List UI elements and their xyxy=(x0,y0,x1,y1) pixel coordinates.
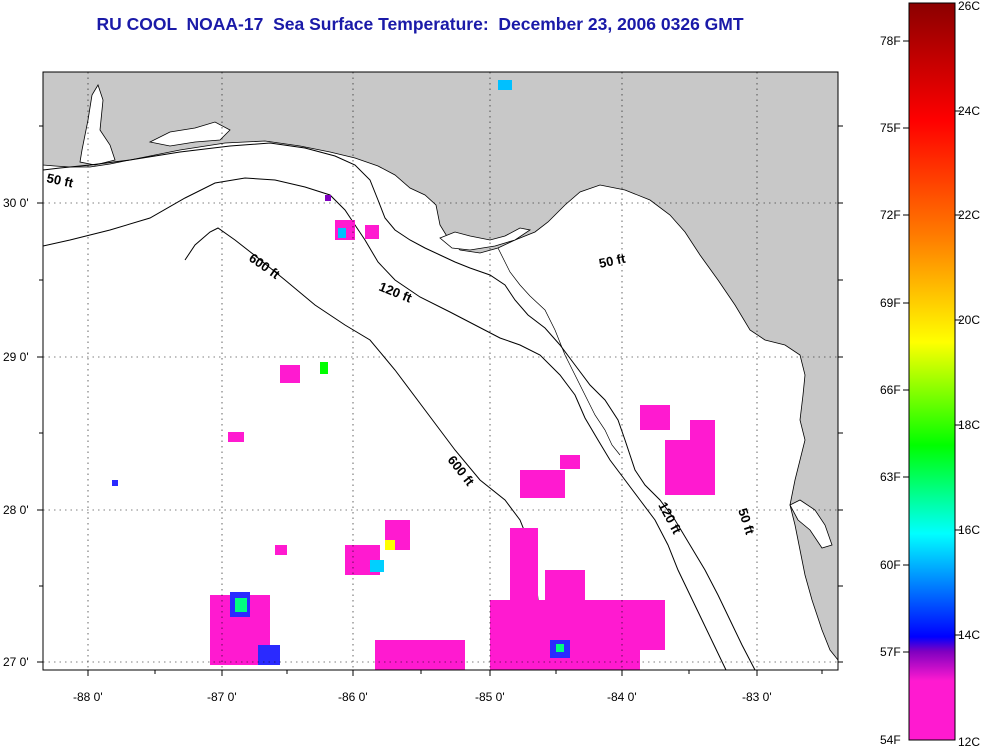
map-title: RU COOL NOAA-17 Sea Surface Temperature:… xyxy=(96,14,744,34)
colorbar-f-label: 69F xyxy=(880,296,901,310)
lon-tick-label: -84 0' xyxy=(607,690,637,704)
colorbar-f-label: 63F xyxy=(880,470,901,484)
colorbar-f-label: 66F xyxy=(880,383,901,397)
sst-map: -88 0' -87 0' -86 0' -85 0' -84 0' -83 0… xyxy=(3,71,843,704)
colorbar-f-label: 57F xyxy=(880,645,901,659)
colorbar-f-label: 72F xyxy=(880,208,901,222)
colorbar-c-label: 24C xyxy=(958,104,980,118)
fahrenheit-labels: 78F 75F 72F 69F 66F 63F 60F 57F 54F xyxy=(880,34,901,747)
colorbar-c-label: 26C xyxy=(958,0,980,13)
colorbar-f-label: 60F xyxy=(880,558,901,572)
colorbar-gradient xyxy=(908,2,956,741)
tampa-bay xyxy=(789,499,833,549)
contour-label-50ft: 50 ft xyxy=(45,170,75,190)
lat-tick-label: 28 0' xyxy=(3,503,29,517)
mobile-bay xyxy=(79,84,116,166)
lat-tick-label: 29 0' xyxy=(3,350,29,364)
colorbar-c-label: 12C xyxy=(958,735,980,749)
celsius-labels: 26C 24C 22C 20C 18C 16C 14C 12C xyxy=(958,0,980,749)
lon-tick-label: -85 0' xyxy=(475,690,505,704)
map-frame xyxy=(42,71,839,671)
colorbar-ticks xyxy=(903,40,961,653)
lat-tick-label: 27 0' xyxy=(3,655,29,669)
lon-tick-label: -86 0' xyxy=(338,690,368,704)
colorbar-f-label: 78F xyxy=(880,34,901,48)
colorbar-f-label: 54F xyxy=(880,733,901,747)
colorbar-c-label: 16C xyxy=(958,523,980,537)
big-bend-coastline xyxy=(497,247,621,456)
lon-tick-label: -87 0' xyxy=(207,690,237,704)
contour-120ft xyxy=(43,177,727,670)
colorbar-c-label: 20C xyxy=(958,313,980,327)
lon-tick-label: -83 0' xyxy=(742,690,772,704)
colorbar-c-label: 22C xyxy=(958,208,980,222)
contour-label-50ft: 50 ft xyxy=(598,251,628,271)
land-mass xyxy=(43,72,838,661)
colorbar-f-label: 75F xyxy=(880,121,901,135)
apalachee-bay xyxy=(439,227,532,251)
graticule xyxy=(43,72,838,670)
tick-marks xyxy=(37,125,843,676)
lon-tick-label: -88 0' xyxy=(73,690,103,704)
colorbar-c-label: 18C xyxy=(958,418,980,432)
lat-tick-label: 30 0' xyxy=(3,196,29,210)
contour-50ft xyxy=(43,142,756,670)
colorbar-c-label: 14C xyxy=(958,628,980,642)
pensacola-bay xyxy=(148,121,231,147)
sst-patches xyxy=(112,80,715,670)
